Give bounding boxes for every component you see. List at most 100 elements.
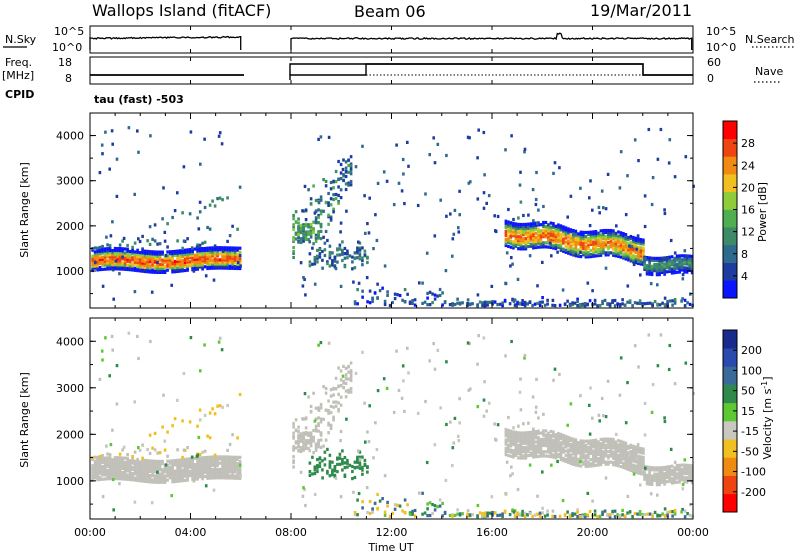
velocity-cell — [150, 501, 154, 505]
power-cell — [426, 291, 429, 295]
colorbar-frame — [722, 329, 738, 513]
power-cell — [509, 264, 512, 268]
velocity-cell — [675, 480, 679, 484]
velocity-cell — [131, 455, 134, 459]
velocity-cell — [572, 458, 575, 462]
power-cell — [512, 240, 515, 244]
power-cell — [121, 247, 124, 251]
velocity-cell — [528, 511, 532, 515]
velocity-cell — [328, 453, 332, 457]
power-cell — [106, 249, 109, 253]
velocity-cell — [546, 513, 549, 517]
velocity-cell — [668, 343, 672, 348]
velocity-cell — [118, 477, 122, 481]
velocity-cell — [645, 467, 649, 471]
power-cell — [143, 249, 147, 253]
power-cell — [238, 246, 242, 250]
velocity-cell — [597, 448, 600, 452]
velocity-cell — [483, 380, 486, 384]
power-cell — [216, 260, 219, 264]
power-cell — [101, 255, 104, 259]
power-cell — [552, 240, 555, 244]
power-cell — [582, 243, 585, 247]
power-cell — [396, 293, 399, 297]
power-cell — [436, 294, 439, 298]
velocity-cell — [534, 410, 538, 414]
power-cell — [123, 253, 127, 257]
velocity-cell — [193, 473, 197, 477]
power-cell — [567, 231, 570, 235]
velocity-cell — [639, 467, 643, 472]
power-cell — [562, 249, 565, 253]
colorbar-swatch — [723, 421, 737, 440]
power-cell — [356, 246, 359, 250]
power-cell — [118, 243, 122, 247]
power-cell — [634, 240, 638, 244]
velocity-cell — [191, 471, 194, 475]
power-cell — [309, 223, 313, 227]
power-cell — [536, 301, 539, 305]
velocity-cell — [613, 509, 617, 513]
power-cell — [368, 289, 372, 293]
power-cell — [302, 237, 305, 241]
velocity-cell — [557, 446, 560, 450]
velocity-cell — [685, 469, 689, 474]
power-cell — [537, 233, 540, 237]
power-cell — [356, 302, 359, 306]
velocity-cell — [656, 364, 660, 368]
power-cell — [146, 253, 149, 258]
velocity-cell — [487, 401, 491, 405]
velocity-cell — [559, 443, 563, 447]
velocity-cell — [529, 441, 533, 445]
velocity-cell — [599, 452, 603, 456]
velocity-cell — [201, 460, 204, 464]
power-cell — [557, 233, 560, 237]
power-cell — [554, 226, 558, 230]
power-cell — [505, 251, 509, 255]
velocity-cell — [98, 465, 102, 469]
velocity-cell — [594, 453, 598, 457]
power-cell — [228, 254, 232, 258]
power-cell — [131, 266, 134, 270]
power-cell — [203, 257, 207, 261]
velocity-cell — [597, 413, 601, 417]
power-cell — [131, 256, 134, 260]
power-cell — [627, 252, 630, 256]
power-cell — [416, 203, 420, 208]
power-cell — [607, 230, 610, 235]
power-cell — [604, 235, 608, 239]
power-cell — [639, 254, 643, 258]
velocity-cell — [208, 457, 212, 461]
velocity-cell — [615, 432, 618, 436]
power-cell — [397, 181, 401, 185]
power-cell — [617, 246, 620, 250]
power-cell — [136, 254, 139, 258]
power-cell — [188, 254, 192, 258]
velocity-cell — [567, 440, 570, 444]
power-cell — [584, 245, 588, 249]
power-cell — [607, 253, 610, 257]
power-cell — [542, 233, 545, 237]
velocity-cell — [567, 450, 570, 454]
velocity-cell — [331, 460, 334, 464]
power-cell — [636, 301, 639, 305]
power-cell — [358, 253, 362, 257]
power-cell — [632, 242, 635, 246]
velocity-cell — [509, 435, 513, 440]
power-cell — [609, 229, 613, 233]
power-cell — [218, 252, 222, 256]
power-cell — [156, 258, 159, 262]
velocity-cell — [527, 439, 530, 443]
power-cell — [648, 260, 651, 264]
velocity-cell — [629, 445, 633, 449]
velocity-cell — [332, 400, 335, 404]
power-cell — [612, 241, 615, 245]
power-cell — [681, 277, 685, 281]
velocity-cell — [304, 439, 308, 443]
power-cell — [178, 263, 182, 267]
velocity-cell — [186, 474, 189, 478]
power-cell — [559, 242, 563, 246]
velocity-cell — [327, 411, 330, 415]
power-cell — [471, 302, 474, 306]
power-cell — [584, 237, 588, 241]
